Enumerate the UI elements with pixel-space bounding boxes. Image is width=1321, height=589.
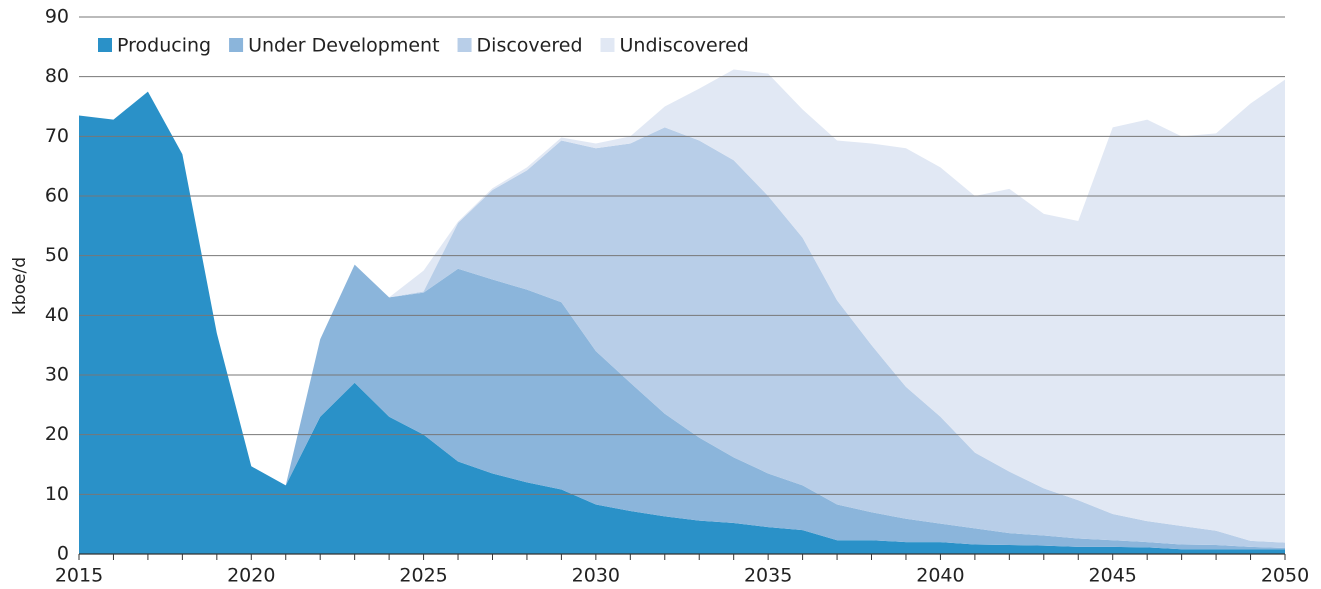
legend-label: Producing <box>117 35 211 57</box>
x-tick-label: 2025 <box>399 565 447 587</box>
legend-swatch <box>98 38 112 52</box>
y-tick-label: 30 <box>45 364 69 386</box>
area <box>79 91 1285 554</box>
legend-label: Undiscovered <box>620 35 749 57</box>
y-tick-label: 80 <box>45 65 69 87</box>
x-tick-label: 2050 <box>1261 565 1309 587</box>
y-tick-label: 20 <box>45 423 69 445</box>
y-tick-label: 70 <box>45 125 69 147</box>
x-tick-label: 2030 <box>572 565 620 587</box>
y-tick-label: 60 <box>45 185 69 207</box>
y-tick-label: 40 <box>45 304 69 326</box>
y-tick-label: 50 <box>45 244 69 266</box>
legend-swatch <box>229 38 244 52</box>
x-tick-label: 2020 <box>227 565 275 587</box>
x-tick-label: 2035 <box>744 565 792 587</box>
area <box>79 91 1285 549</box>
legend-swatch <box>457 38 472 52</box>
x-tick-label: 2045 <box>1089 565 1137 587</box>
y-tick-label: 0 <box>57 543 69 565</box>
x-tick-label: 2015 <box>55 565 103 587</box>
area <box>79 91 1285 550</box>
area <box>79 69 1285 543</box>
y-tick-label: 10 <box>45 483 69 505</box>
y-axis-label: kboe/d <box>10 257 30 315</box>
x-tick-label: 2040 <box>916 565 964 587</box>
legend-label: Discovered <box>477 35 583 57</box>
y-tick-label: 90 <box>45 6 69 28</box>
legend-label: Under Development <box>248 35 439 57</box>
legend-swatch <box>600 38 615 52</box>
